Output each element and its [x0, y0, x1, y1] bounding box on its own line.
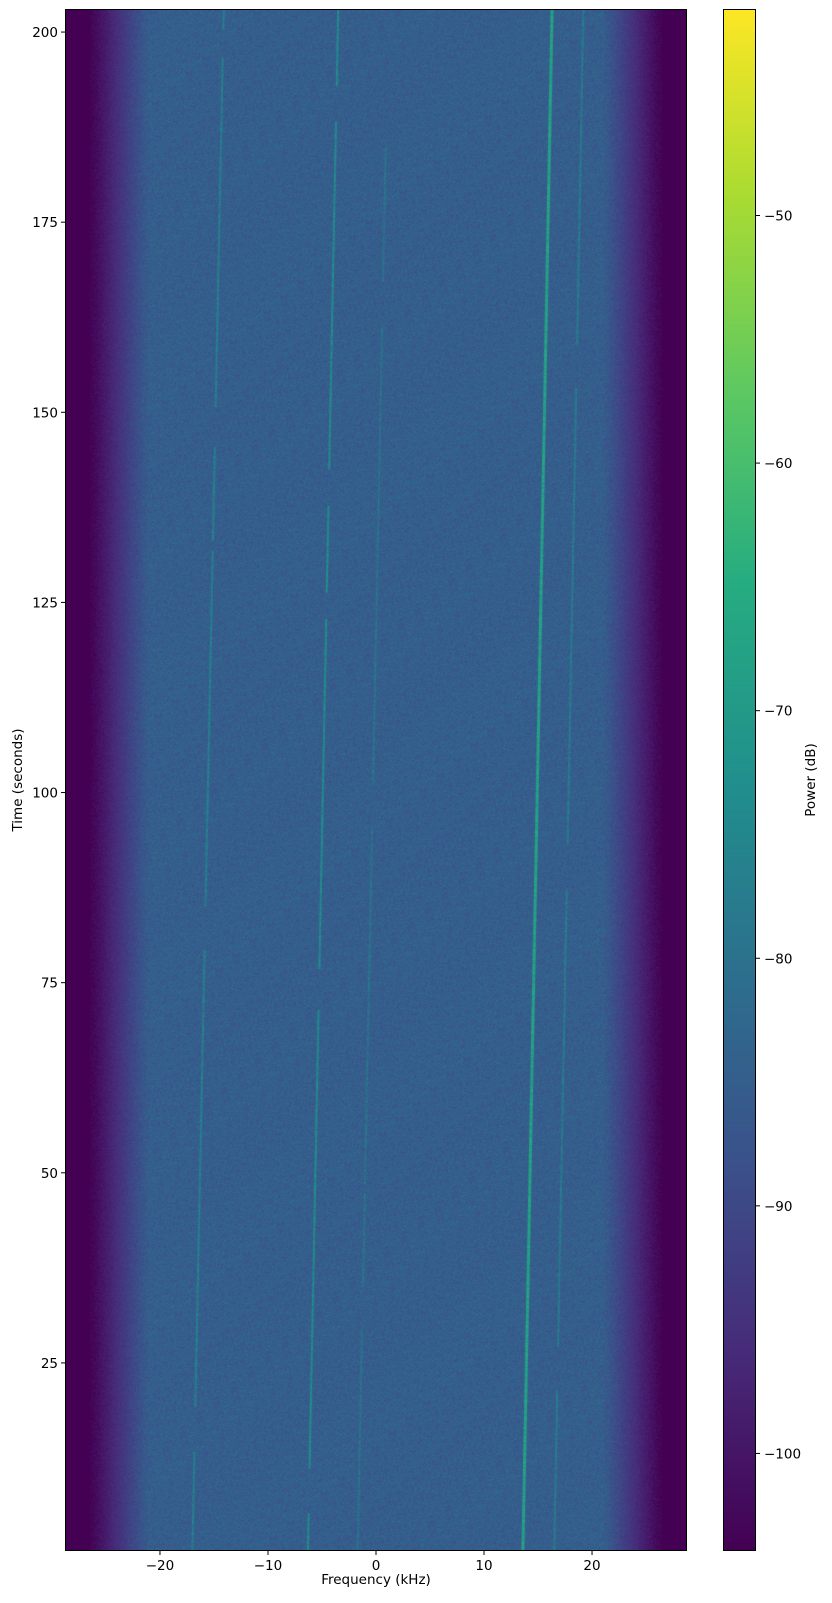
y-tick-label: 125 — [32, 595, 58, 611]
y-tick-label: 25 — [41, 1356, 58, 1372]
y-axis-label: Time (seconds) — [10, 728, 26, 832]
y-tick-label: 100 — [32, 786, 58, 802]
y-tick-label: 50 — [41, 1166, 58, 1182]
spectrogram-plot — [66, 10, 686, 1550]
colorbar-tick-label: −90 — [764, 1199, 793, 1215]
x-axis-label: Frequency (kHz) — [321, 1572, 431, 1588]
x-tick-label: 10 — [475, 1558, 492, 1574]
y-tick-label: 175 — [32, 215, 58, 231]
colorbar — [724, 10, 755, 1550]
y-tick-label: 150 — [32, 405, 58, 421]
colorbar-tick-label: −70 — [764, 704, 793, 720]
colorbar-tick-label: −100 — [764, 1446, 801, 1462]
colorbar-label: Power (dB) — [803, 743, 819, 817]
colorbar-gradient — [724, 10, 755, 1550]
colorbar-tick-label: −50 — [764, 208, 793, 224]
colorbar-tick-label: −60 — [764, 456, 793, 472]
y-tick-label: 75 — [41, 976, 58, 992]
y-tick-label: 200 — [32, 25, 58, 41]
spectrogram-heatmap — [66, 10, 686, 1550]
colorbar-tick-label: −80 — [764, 951, 793, 967]
x-tick-label: 20 — [583, 1558, 600, 1574]
x-tick-label: −20 — [146, 1558, 175, 1574]
x-tick-label: −10 — [254, 1558, 283, 1574]
